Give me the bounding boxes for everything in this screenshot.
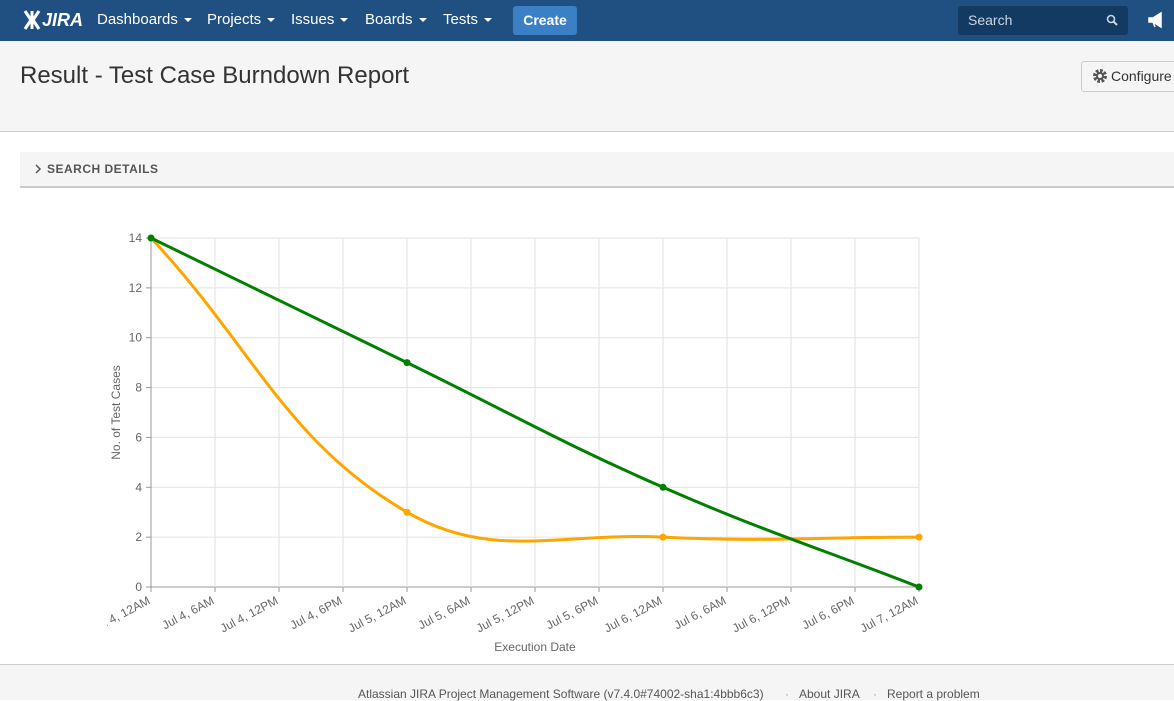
- search-box[interactable]: Search: [958, 6, 1128, 35]
- data-point: [915, 533, 923, 541]
- create-button[interactable]: Create: [513, 6, 577, 35]
- nav-item[interactable]: Issues: [291, 11, 348, 28]
- nav-item[interactable]: Boards: [365, 11, 427, 28]
- x-tick-label: Jul 5, 12AM: [346, 593, 409, 635]
- x-tick-label: Jul 5, 6PM: [544, 593, 601, 632]
- configure-label: Configure: [1111, 68, 1172, 84]
- nav-item[interactable]: Dashboards: [97, 11, 192, 28]
- data-point: [659, 483, 667, 491]
- y-tick-label: 4: [135, 480, 142, 494]
- footer-link[interactable]: About JIRA: [799, 687, 860, 701]
- page-title: Result - Test Case Burndown Report: [20, 62, 410, 89]
- search-details-bar[interactable]: [20, 152, 1174, 188]
- search-placeholder: Search: [968, 12, 1013, 28]
- series-line: [149, 236, 920, 543]
- data-point: [403, 508, 411, 516]
- data-point: [659, 533, 667, 541]
- x-tick-label: Jul 4, 6PM: [288, 593, 345, 632]
- search-details-label[interactable]: SEARCH DETAILS: [47, 162, 159, 176]
- series-line: [150, 236, 920, 589]
- footer-separator: ·: [785, 687, 789, 701]
- gear-icon: [1093, 69, 1107, 83]
- data-point: [147, 234, 155, 242]
- x-tick-label: Jul 4, 6AM: [160, 593, 217, 632]
- x-tick-label: Jul 6, 6PM: [800, 593, 857, 632]
- data-point: [915, 583, 923, 591]
- nav-item[interactable]: Tests: [443, 11, 492, 28]
- y-tick-label: 0: [135, 580, 142, 594]
- x-tick-label: Jul 5, 6AM: [416, 593, 473, 632]
- expand-icon: [35, 164, 42, 174]
- logo-icon: [23, 10, 41, 30]
- logo[interactable]: JIRA: [42, 10, 84, 30]
- footer-separator: ·: [873, 687, 877, 701]
- configure-button[interactable]: Configure: [1081, 61, 1174, 92]
- footer-software: Atlassian JIRA Project Management Softwa…: [358, 687, 764, 701]
- footer: [0, 664, 1174, 700]
- y-tick-label: 10: [129, 331, 143, 345]
- y-tick-label: 12: [129, 281, 143, 295]
- y-tick-label: 14: [129, 231, 143, 245]
- x-tick-label: Jul 4, 12PM: [218, 593, 281, 635]
- y-axis-title: No. of Test Cases: [109, 365, 123, 460]
- chart: 0 2 4 6 8 10 12 14 Jul 4, 12AM Jul 4, 6AM Jul 4, 1…: [107, 231, 923, 654]
- x-tick-label: Jul 7, 12AM: [858, 593, 921, 635]
- search-icon: [1106, 14, 1118, 26]
- y-tick-label: 2: [135, 530, 142, 544]
- notifications-icon[interactable]: [1147, 11, 1165, 29]
- title-bar: [0, 41, 1174, 132]
- footer-link[interactable]: Report a problem: [887, 687, 980, 701]
- x-axis-title: Execution Date: [494, 640, 576, 654]
- x-tick-label: Jul 6, 12AM: [602, 593, 665, 635]
- y-tick-label: 8: [135, 381, 142, 395]
- x-tick-label: Jul 6, 12PM: [730, 593, 793, 635]
- nav-item[interactable]: Projects: [207, 11, 275, 28]
- y-tick-label: 6: [135, 430, 142, 444]
- x-tick-label: Jul 5, 12PM: [474, 593, 537, 635]
- x-tick-label: Jul 6, 6AM: [672, 593, 729, 632]
- data-point: [403, 359, 411, 367]
- x-tick-label: Jul 4, 12AM: [107, 593, 152, 635]
